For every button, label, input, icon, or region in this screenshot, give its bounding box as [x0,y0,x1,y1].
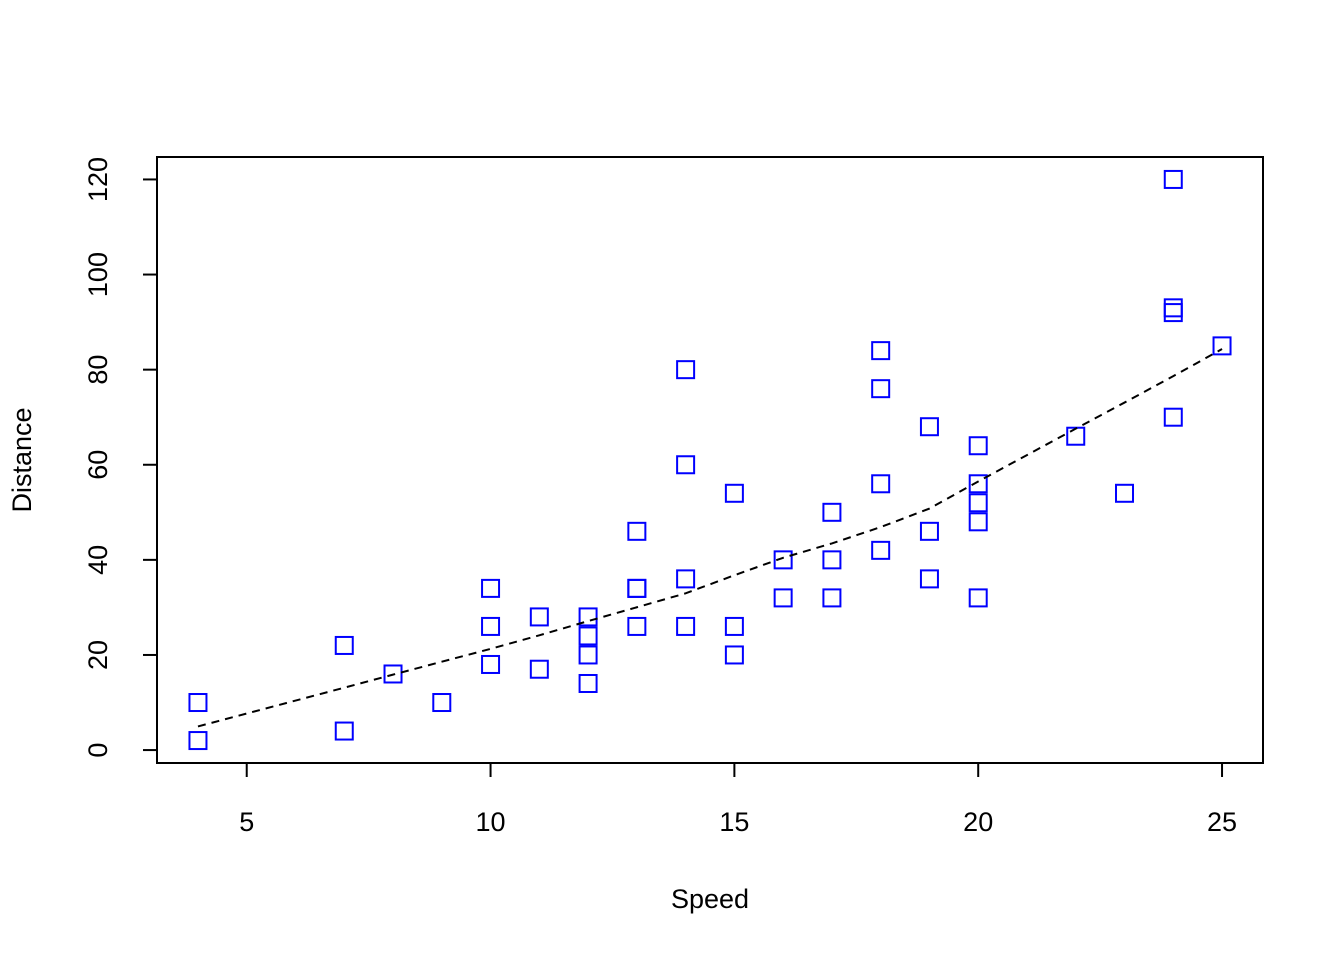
point [529,659,549,679]
point [968,474,988,494]
point [919,521,939,541]
point [188,693,208,713]
x-tick-label: 25 [1207,807,1237,837]
point [676,616,696,636]
point [627,616,647,636]
point [871,474,891,494]
point [627,521,647,541]
point [676,360,696,380]
point [724,616,744,636]
x-tick-label: 10 [476,807,506,837]
point [676,455,696,475]
point [627,578,647,598]
point [968,512,988,532]
point [481,578,501,598]
point [724,483,744,503]
y-axis-label: Distance [7,407,37,512]
x-tick-label: 15 [719,807,749,837]
point [383,664,403,684]
point [578,673,598,693]
y-tick-label: 60 [83,450,113,480]
point [481,654,501,674]
point [481,616,501,636]
point [968,493,988,513]
point [968,436,988,456]
y-tick-label: 40 [83,545,113,575]
point [529,607,549,627]
point [334,635,354,655]
point [919,417,939,437]
point [822,502,842,522]
trend-line [197,348,1223,728]
y-tick-label: 120 [83,157,113,202]
point [676,569,696,589]
point [578,645,598,665]
point [1163,169,1183,189]
point [1163,298,1183,318]
point [968,588,988,608]
y-tick-label: 20 [83,640,113,670]
x-tick-label: 20 [963,807,993,837]
x-tick-label: 5 [239,807,254,837]
point [871,379,891,399]
point [871,341,891,361]
point [627,578,647,598]
y-tick-label: 0 [83,743,113,758]
point [1163,407,1183,427]
point [334,721,354,741]
plot-frame [156,156,1264,764]
point [1115,483,1135,503]
point [724,645,744,665]
point [578,626,598,646]
point [1163,303,1183,323]
point [188,731,208,751]
point [822,550,842,570]
point [871,540,891,560]
point [773,588,793,608]
point [578,607,598,627]
point [1212,336,1232,356]
point [432,693,452,713]
point [822,588,842,608]
y-tick-label: 100 [83,252,113,297]
x-axis-label: Speed [671,884,749,914]
point [1066,426,1086,446]
point [773,550,793,570]
y-tick-label: 80 [83,355,113,385]
point [919,569,939,589]
